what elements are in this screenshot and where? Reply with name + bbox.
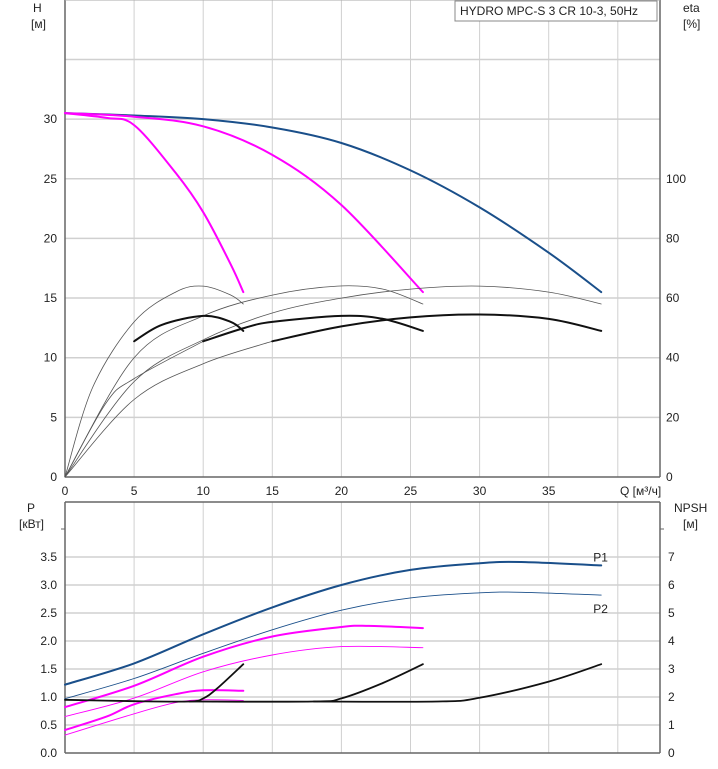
p-tick-label: 0.5: [40, 718, 57, 732]
npsh-tick-label: 0: [668, 746, 675, 760]
y-right-tick-label: 40: [666, 351, 680, 365]
series-line-h-1-pump: [64, 112, 245, 294]
x-tick-label: 10: [197, 484, 211, 498]
y-right-unit-bottom: [м]: [683, 517, 698, 531]
series-line-eta-3-pumps: [64, 285, 602, 478]
series-line-p2-1-pump: [64, 699, 244, 736]
series-line-p1-1-pump: [64, 689, 245, 731]
series-line-h-3-pumps: [64, 112, 603, 294]
series-line-eta-1-pump: [64, 285, 244, 478]
y-right-tick-label: 20: [666, 410, 680, 424]
y-left-tick-label: 0: [50, 470, 57, 484]
npsh-tick-label: 1: [668, 718, 675, 732]
p-tick-label: 0.0: [40, 746, 57, 760]
series-line-npsh-2-pumps: [188, 663, 424, 703]
y-left-tick-label: 15: [44, 291, 58, 305]
x-tick-label: 35: [542, 484, 556, 498]
y-left-tick-label: 5: [50, 410, 57, 424]
y-left-tick-label: 20: [44, 231, 58, 245]
y-right-tick-label: 100: [666, 172, 686, 186]
p-tick-label: 1.0: [40, 690, 57, 704]
y-right-tick-label: 80: [666, 231, 680, 245]
p-tick-label: 2.0: [40, 634, 57, 648]
p-tick-label: 1.5: [40, 662, 57, 676]
top-plot-series: [64, 112, 603, 478]
series-line-h-2-pumps: [64, 112, 424, 294]
series-label-p2: P2: [593, 602, 608, 616]
series-line-eta-total-2-pumps-low-range-: [64, 340, 204, 478]
y-left-tick-label: 10: [44, 351, 58, 365]
npsh-tick-label: 2: [668, 690, 675, 704]
x-axis-label: Q [м³/ч]: [620, 484, 661, 498]
npsh-tick-label: 4: [668, 634, 675, 648]
npsh-tick-label: 7: [668, 550, 675, 564]
series-line-p1-3-pumps: [64, 560, 603, 686]
y-left-label-top: H: [33, 1, 42, 15]
x-tick-label: 0: [62, 484, 69, 498]
series-line-npsh-1-pump: [64, 663, 245, 703]
y-left-tick-label: 25: [44, 172, 58, 186]
p-tick-label: 3.0: [40, 578, 57, 592]
x-tick-label: 20: [335, 484, 349, 498]
y-left-label-bottom: P: [27, 501, 35, 515]
tick-labels: 0 5 10 15 20 25 30 350510152025300204060801000.…: [40, 112, 686, 760]
y-right-unit-top: [%]: [683, 17, 700, 31]
series-line-p2-3-pumps: [64, 591, 602, 700]
y-left-tick-label: 30: [44, 112, 58, 126]
y-right-tick-label: 60: [666, 291, 680, 305]
p-tick-label: 3.5: [40, 550, 57, 564]
series-line-eta-total-3-pumps: [271, 313, 603, 343]
y-right-label-top: eta: [683, 1, 700, 15]
y-left-unit-bottom: [кВт]: [19, 517, 44, 531]
series-line-p2-2-pumps: [64, 645, 424, 718]
title-box: HYDRO MPC-S 3 CR 10-3, 50Hz: [454, 0, 658, 22]
npsh-tick-label: 5: [668, 606, 675, 620]
x-tick-label: 25: [404, 484, 418, 498]
y-left-unit-top: [м]: [31, 17, 46, 31]
x-tick-label: 5: [131, 484, 138, 498]
x-tick-label: 15: [266, 484, 280, 498]
top-plot-grid: [64, 0, 661, 478]
series-label-p1: P1: [593, 550, 608, 564]
p-tick-label: 2.5: [40, 606, 57, 620]
series-line-eta-2-pumps: [64, 285, 424, 478]
series-line-p1-2-pumps: [64, 624, 424, 709]
chart-title: HYDRO MPC-S 3 CR 10-3, 50Hz: [460, 4, 638, 18]
series-line-eta-total-1-pump: [133, 314, 245, 343]
series-line-npsh-3-pumps: [312, 663, 603, 703]
bottom-plot-series: [64, 560, 603, 736]
bottom-plot-grid: [61, 501, 664, 754]
y-right-label-bottom: NPSH: [674, 501, 707, 515]
npsh-tick-label: 6: [668, 578, 675, 592]
y-right-tick-label: 0: [666, 470, 673, 484]
x-tick-label: 30: [473, 484, 487, 498]
npsh-tick-label: 3: [668, 662, 675, 676]
series-line-eta-total-3-pumps-low-range-: [64, 340, 273, 478]
